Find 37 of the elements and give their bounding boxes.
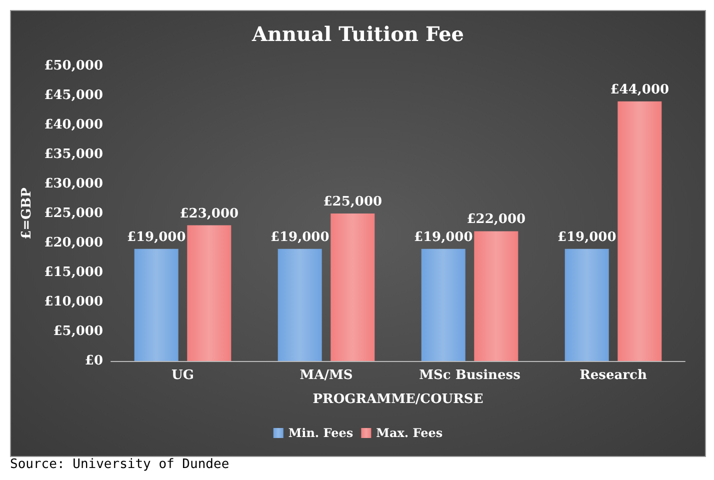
legend-label: Max. Fees (376, 426, 443, 440)
y-axis-title: £=GBP (19, 187, 34, 240)
y-tick-label: £25,000 (44, 206, 103, 221)
y-tick-label: £10,000 (44, 294, 103, 310)
data-label: £19,000 (126, 230, 186, 245)
data-label: £19,000 (557, 230, 616, 245)
legend-label: Min. Fees (288, 426, 354, 440)
bar (474, 231, 518, 361)
data-label: £19,000 (270, 230, 330, 245)
chart-title: Annual Tuition Fee (250, 22, 464, 46)
bar (134, 248, 178, 361)
y-tick-label: £30,000 (44, 176, 103, 192)
y-tick-label: £45,000 (44, 88, 103, 103)
y-tick-label: £0 (84, 354, 103, 368)
bar (564, 248, 609, 361)
y-tick-label: £35,000 (44, 147, 103, 162)
bar (278, 248, 322, 361)
source-note: Source: University of Dundee (10, 457, 230, 472)
y-tick-label: £15,000 (44, 265, 103, 280)
y-tick-label: £20,000 (44, 236, 103, 250)
x-axis-title: PROGRAMME/COURSE (312, 392, 484, 407)
data-label: £44,000 (610, 82, 670, 98)
y-tick-label: £50,000 (44, 58, 103, 74)
y-tick-label: £40,000 (44, 118, 103, 132)
bar (187, 225, 232, 361)
x-tick-label: UG (172, 368, 194, 383)
data-label: £25,000 (323, 194, 382, 210)
bar (330, 214, 375, 361)
x-tick-label: MA/MS (300, 368, 353, 383)
data-label: £19,000 (414, 230, 473, 245)
bar (618, 101, 662, 361)
y-tick-label: £5,000 (53, 324, 103, 339)
bar (421, 248, 466, 361)
x-tick-label: MSc Business (419, 368, 520, 383)
x-tick-label: Research (580, 368, 648, 383)
data-label: £23,000 (180, 206, 239, 222)
data-label: £22,000 (466, 212, 526, 228)
